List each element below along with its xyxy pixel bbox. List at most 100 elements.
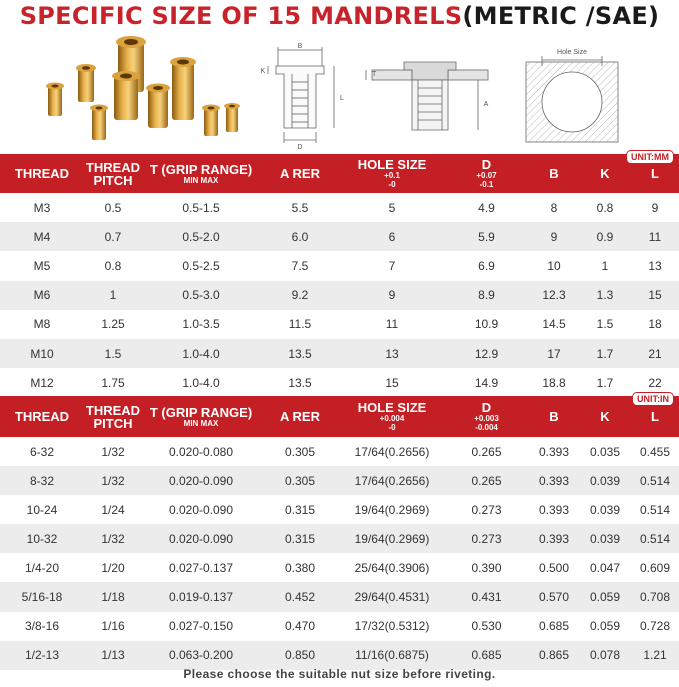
table-cell: 0.452: [260, 582, 340, 612]
header-label: A RER: [280, 166, 320, 181]
table-cell: 0.273: [444, 495, 529, 525]
rivet-nut-mid-2: [146, 83, 170, 128]
table-cell: 0.514: [631, 495, 679, 525]
table-cell: 0.728: [631, 611, 679, 641]
table-cell: 0.020-0.090: [142, 495, 260, 525]
table-cell: 0.273: [444, 524, 529, 554]
table-row: 1/2-13 1/13 0.063-0.200 0.850 11/16(0.6875) 0…: [0, 640, 679, 670]
table-cell: 1/4-20: [0, 553, 84, 583]
table-cell: 0.020-0.080: [142, 437, 260, 467]
table-cell: 1: [579, 251, 631, 281]
header-label: THREAD PITCH: [85, 402, 141, 431]
header-label: THREAD: [14, 409, 70, 424]
table-cell: 1/18: [84, 582, 142, 612]
table-cell: M10: [0, 338, 84, 369]
table-cell: 15: [340, 368, 444, 398]
table-cell: 0.039: [579, 524, 631, 554]
table-cell: 0.5-2.5: [142, 251, 260, 281]
header-label: L: [651, 409, 659, 424]
table-cell: 8: [529, 193, 579, 223]
header-label: HOLE SIZE: [357, 400, 427, 415]
header-label: K: [600, 166, 610, 181]
imperial-header-cell: D +0.003 -0.004: [444, 396, 529, 437]
table-cell: 1/16: [84, 611, 142, 641]
table-row: M3 0.5 0.5-1.5 5.5 5 4.9 8 0.8 9: [0, 193, 679, 223]
table-row: M6 1 0.5-3.0 9.2 9 8.9 12.3 1.3 15: [0, 280, 679, 310]
imperial-header-cell: T (GRIP RANGE) MIN MAX: [142, 396, 260, 437]
table-cell: 0.078: [579, 640, 631, 670]
table-cell: 1.3: [579, 280, 631, 310]
table-row: 8-32 1/32 0.020-0.090 0.305 17/64(0.2656) 0.2…: [0, 466, 679, 496]
header-sublabel: +0.004 -0: [379, 414, 405, 432]
table-cell: M3: [0, 193, 84, 223]
table-cell: M4: [0, 222, 84, 252]
rivet-nut-mid: [112, 71, 140, 120]
header-label: THREAD PITCH: [85, 159, 141, 188]
table-cell: 13: [631, 251, 679, 281]
table-cell: 0.390: [444, 553, 529, 583]
table-cell: 0.530: [444, 611, 529, 641]
table-cell: 6.9: [444, 251, 529, 281]
metric-header-cell: THREAD: [0, 154, 84, 193]
installed-section-drawing: T A: [365, 61, 489, 131]
label-d: D: [297, 144, 302, 150]
table-cell: 0.265: [444, 437, 529, 467]
table-cell: 5/16-18: [0, 582, 84, 612]
table-cell: 1.21: [631, 640, 679, 670]
imperial-header-cell: K: [579, 396, 631, 437]
table-cell: 0.020-0.090: [142, 524, 260, 554]
header-label: HOLE SIZE: [357, 157, 427, 172]
table-cell: 0.865: [529, 640, 579, 670]
header-label: L: [651, 166, 659, 181]
table-cell: 11: [340, 309, 444, 339]
metric-table-body: M3 0.5 0.5-1.5 5.5 5 4.9 8 0.8 9 M4 0.7 0.5-2.0 6.0 6…: [0, 193, 679, 398]
rivet-nut-right: [202, 104, 220, 136]
table-cell: 0.315: [260, 524, 340, 554]
table-cell: 0.685: [444, 640, 529, 670]
unit-badge-in: UNIT:IN: [632, 392, 674, 406]
table-cell: 15: [631, 280, 679, 310]
table-cell: 0.609: [631, 553, 679, 583]
table-cell: 1.25: [84, 309, 142, 339]
table-cell: 12.3: [529, 280, 579, 310]
table-cell: 1/32: [84, 524, 142, 554]
table-cell: 0.380: [260, 553, 340, 583]
header-label: T (GRIP RANGE): [149, 161, 253, 177]
table-cell: 1/20: [84, 553, 142, 583]
table-cell: 0.470: [260, 611, 340, 641]
rivet-nut-tall: [170, 57, 196, 120]
table-row: M5 0.8 0.5-2.5 7.5 7 6.9 10 1 13: [0, 251, 679, 281]
table-cell: 0.265: [444, 466, 529, 496]
imperial-header-cell: B: [529, 396, 579, 437]
title-main: SPECIFIC SIZE OF 15 MANDRELS: [19, 2, 463, 30]
table-cell: 0.5-1.5: [142, 193, 260, 223]
table-cell: 0.500: [529, 553, 579, 583]
header-sublabel: +0.07 -0.1: [476, 171, 497, 189]
header-label: D: [481, 157, 492, 172]
table-cell: 9: [529, 222, 579, 252]
table-cell: 0.027-0.150: [142, 611, 260, 641]
table-cell: 1/2-13: [0, 640, 84, 670]
table-cell: 0.708: [631, 582, 679, 612]
table-row: M12 1.75 1.0-4.0 13.5 15 14.9 18.8 1.7 22: [0, 368, 679, 398]
rivet-nut-left: [76, 64, 96, 102]
label-l: L: [340, 95, 344, 102]
table-cell: 5.5: [260, 193, 340, 223]
table-cell: 1/13: [84, 640, 142, 670]
table-cell: M6: [0, 280, 84, 310]
table-cell: 0.020-0.090: [142, 466, 260, 496]
table-cell: 19/64(0.2969): [340, 524, 444, 554]
table-cell: 1.7: [579, 338, 631, 369]
table-cell: 0.059: [579, 611, 631, 641]
table-cell: 0.514: [631, 524, 679, 554]
header-sublabel: MIN MAX: [183, 175, 219, 185]
table-cell: 0.393: [529, 524, 579, 554]
table-cell: 0.393: [529, 466, 579, 496]
imperial-header-cell: THREAD PITCH: [84, 396, 142, 437]
table-cell: 29/64(0.4531): [340, 582, 444, 612]
table-cell: 1.5: [579, 309, 631, 339]
label-hole-size: Hole Size: [557, 49, 587, 56]
table-cell: 6-32: [0, 437, 84, 467]
table-cell: 0.570: [529, 582, 579, 612]
table-cell: 0.039: [579, 466, 631, 496]
